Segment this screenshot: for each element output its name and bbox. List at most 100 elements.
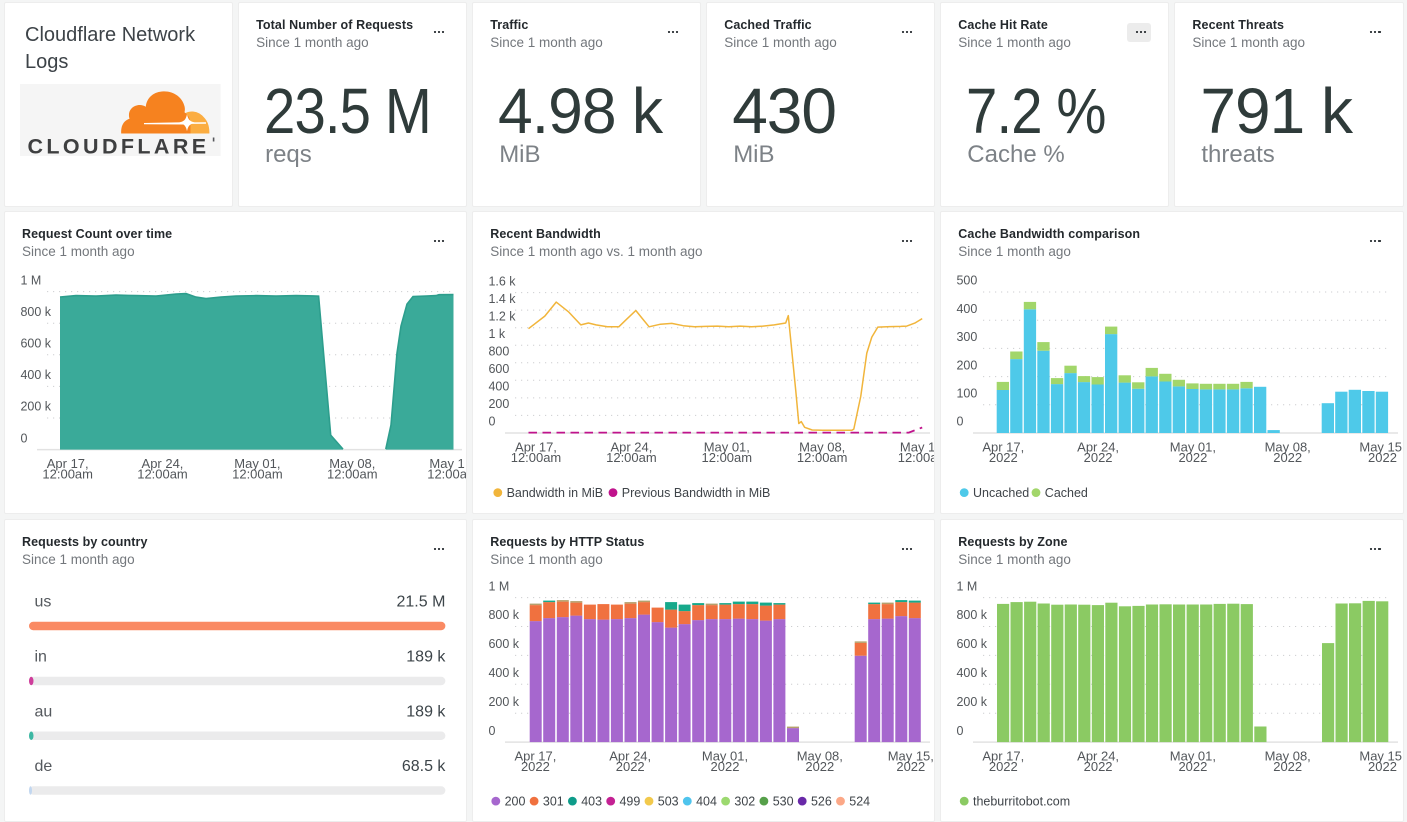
svg-text:404: 404 [696, 794, 717, 808]
svg-text:May 15,: May 15, [888, 748, 934, 763]
svg-text:800 k: 800 k [21, 305, 52, 319]
svg-text:May 01,: May 01, [704, 439, 750, 454]
svg-text:600 k: 600 k [957, 637, 988, 651]
svg-text:2022: 2022 [1368, 450, 1397, 465]
svg-text:2022: 2022 [616, 759, 645, 774]
svg-text:12:00am: 12:00am [137, 467, 188, 482]
svg-text:12:00am: 12:00am [511, 450, 562, 465]
svg-text:600: 600 [489, 362, 510, 376]
svg-text:12:00am: 12:00am [702, 450, 753, 465]
svg-text:12:00am: 12:00am [232, 467, 283, 482]
svg-text:Apr 24,: Apr 24, [1077, 748, 1119, 763]
svg-text:300: 300 [957, 330, 978, 344]
svg-text:Apr 17,: Apr 17, [515, 748, 557, 763]
svg-text:200: 200 [505, 794, 526, 808]
svg-text:524: 524 [849, 794, 870, 808]
svg-text:1 k: 1 k [489, 327, 506, 341]
svg-text:0: 0 [489, 724, 496, 738]
svg-text:1 M: 1 M [489, 579, 510, 593]
svg-text:2022: 2022 [711, 759, 740, 774]
svg-text:400 k: 400 k [489, 666, 520, 680]
svg-text:0: 0 [957, 724, 964, 738]
svg-text:12:00a: 12:00a [898, 450, 936, 465]
svg-text:us: us [35, 593, 52, 610]
svg-text:189 k: 189 k [406, 703, 446, 720]
svg-text:200: 200 [957, 358, 978, 372]
svg-text:in: in [35, 648, 47, 665]
svg-text:2022: 2022 [1274, 759, 1303, 774]
svg-text:12:00a: 12:00a [427, 467, 467, 482]
svg-text:1.4 k: 1.4 k [489, 292, 517, 306]
svg-text:499: 499 [620, 794, 641, 808]
svg-text:May 01,: May 01, [1170, 748, 1216, 763]
svg-text:2022: 2022 [1084, 759, 1113, 774]
svg-text:2022: 2022 [989, 450, 1018, 465]
svg-text:800 k: 800 k [957, 608, 988, 622]
svg-text:2022: 2022 [1368, 759, 1397, 774]
svg-text:CLOUDFLARE: CLOUDFLARE [28, 134, 210, 155]
svg-text:1.2 k: 1.2 k [489, 309, 517, 323]
svg-text:2022: 2022 [1179, 450, 1208, 465]
svg-text:200: 200 [489, 397, 510, 411]
svg-text:Apr 17,: Apr 17, [47, 456, 89, 471]
svg-text:May 08,: May 08, [1265, 748, 1311, 763]
svg-text:600 k: 600 k [21, 336, 52, 350]
svg-text:2022: 2022 [1084, 450, 1113, 465]
svg-text:200 k: 200 k [489, 695, 520, 709]
svg-text:600 k: 600 k [489, 637, 520, 651]
svg-text:au: au [35, 703, 53, 720]
svg-text:Bandwidth in MiB: Bandwidth in MiB [507, 486, 603, 500]
svg-text:800: 800 [489, 344, 510, 358]
svg-text:May 1: May 1 [900, 439, 935, 454]
svg-text:1 M: 1 M [957, 579, 978, 593]
svg-text:21.5 M: 21.5 M [397, 593, 446, 610]
svg-text:May 01,: May 01, [234, 456, 280, 471]
svg-text:Apr 24,: Apr 24, [1077, 439, 1119, 454]
svg-text:May 01,: May 01, [1170, 439, 1216, 454]
svg-text:May 08,: May 08, [1265, 439, 1311, 454]
svg-text:May 08,: May 08, [329, 456, 375, 471]
svg-text:12:00am: 12:00am [327, 467, 378, 482]
svg-text:theburritobot.com: theburritobot.com [973, 794, 1070, 808]
svg-text:12:00am: 12:00am [797, 450, 848, 465]
svg-text:May 08,: May 08, [799, 439, 845, 454]
svg-text:2022: 2022 [806, 759, 835, 774]
svg-text:Apr 24,: Apr 24, [611, 439, 653, 454]
svg-text:301: 301 [543, 794, 564, 808]
svg-text:May 15,: May 15, [1360, 748, 1404, 763]
svg-text:2022: 2022 [1274, 450, 1303, 465]
svg-text:400: 400 [957, 302, 978, 316]
svg-text:Cached: Cached [1045, 486, 1088, 500]
svg-text:530: 530 [773, 794, 794, 808]
svg-text:500: 500 [957, 274, 978, 288]
svg-text:189 k: 189 k [406, 648, 446, 665]
svg-text:Previous Bandwidth in MiB: Previous Bandwidth in MiB [622, 486, 771, 500]
svg-text:Apr 24,: Apr 24, [609, 748, 651, 763]
svg-text:May 08,: May 08, [797, 748, 843, 763]
svg-text:Apr 17,: Apr 17, [515, 439, 557, 454]
svg-text:400 k: 400 k [21, 368, 52, 382]
svg-text:12:00am: 12:00am [606, 450, 657, 465]
svg-text:de: de [35, 758, 53, 775]
svg-text:2022: 2022 [521, 759, 550, 774]
svg-text:403: 403 [581, 794, 602, 808]
svg-text:Apr 17,: Apr 17, [983, 748, 1025, 763]
svg-text:400: 400 [489, 379, 510, 393]
svg-text:68.5 k: 68.5 k [402, 758, 447, 775]
svg-text:302: 302 [735, 794, 756, 808]
svg-text:0: 0 [957, 415, 964, 429]
svg-text:12:00am: 12:00am [42, 467, 93, 482]
svg-text:1 M: 1 M [21, 273, 42, 287]
svg-text:May 01,: May 01, [702, 748, 748, 763]
svg-text:2022: 2022 [989, 759, 1018, 774]
svg-text:400 k: 400 k [957, 666, 988, 680]
svg-text:503: 503 [658, 794, 679, 808]
svg-text:2022: 2022 [897, 759, 926, 774]
svg-text:0: 0 [489, 415, 496, 429]
svg-text:800 k: 800 k [489, 608, 520, 622]
svg-text:May 15,: May 15, [1360, 439, 1404, 454]
svg-text:100: 100 [957, 386, 978, 400]
svg-text:200 k: 200 k [957, 695, 988, 709]
svg-text:2022: 2022 [1179, 759, 1208, 774]
svg-text:Apr 17,: Apr 17, [983, 439, 1025, 454]
